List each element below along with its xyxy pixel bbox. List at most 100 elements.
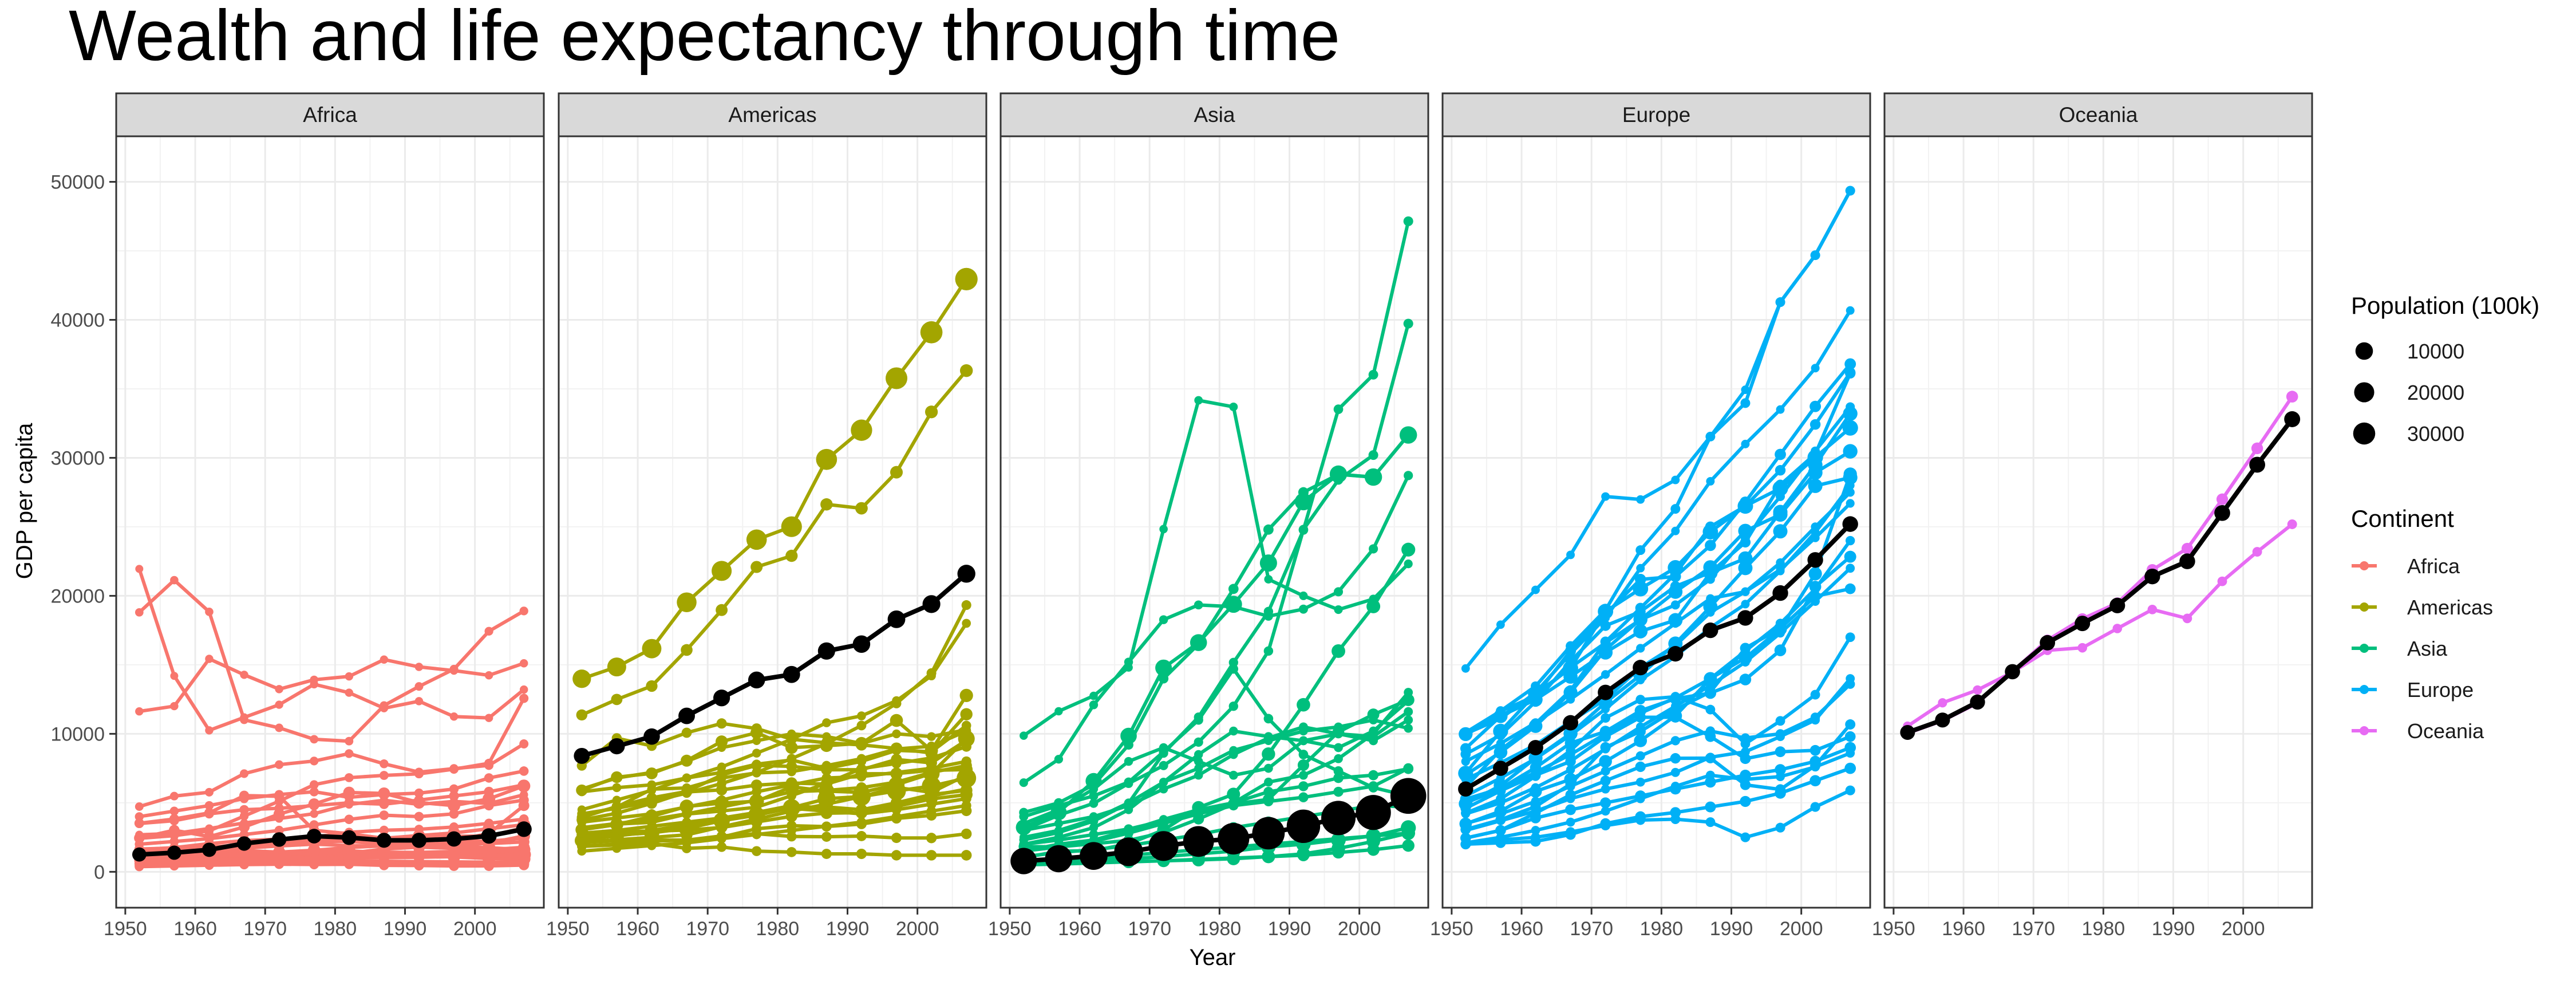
- country-point: [1775, 448, 1786, 460]
- country-point: [752, 748, 761, 758]
- plot-background: [1001, 136, 1428, 908]
- country-point: [1809, 744, 1821, 756]
- country-point: [484, 801, 494, 811]
- country-point: [1811, 597, 1820, 606]
- country-point: [752, 807, 761, 817]
- country-line: [139, 769, 524, 818]
- country-line: [1023, 766, 1409, 853]
- country-point: [1670, 753, 1681, 764]
- country-point: [1461, 664, 1470, 673]
- country-point: [927, 732, 936, 741]
- country-point: [484, 773, 494, 783]
- country-point: [1334, 722, 1343, 732]
- continent-average-point: [1493, 761, 1508, 776]
- facet-strip-label: Asia: [1194, 103, 1235, 127]
- country-point: [1600, 797, 1611, 809]
- continent-average-point: [1563, 715, 1578, 731]
- color-legend-title: Continent: [2351, 505, 2454, 532]
- country-point: [716, 718, 727, 729]
- continent-average-point: [1458, 781, 1473, 797]
- country-point: [1846, 748, 1855, 758]
- country-point: [1496, 816, 1506, 825]
- country-point: [1670, 767, 1680, 777]
- country-point: [1566, 765, 1575, 774]
- country-point: [2252, 547, 2262, 557]
- country-point: [1404, 723, 1413, 733]
- country-point: [1124, 798, 1133, 807]
- country-point: [1776, 732, 1785, 742]
- country-point: [1635, 751, 1645, 761]
- size-legend-keys: 10000 20000 30000: [2353, 340, 2464, 446]
- country-point: [1846, 564, 1855, 573]
- country-point: [1705, 704, 1716, 715]
- country-point: [1159, 525, 1168, 534]
- country-point: [717, 834, 726, 844]
- continent-average-point: [1900, 725, 1915, 740]
- country-point: [1089, 785, 1099, 794]
- continent-average-point: [341, 830, 357, 845]
- country-point: [135, 707, 144, 716]
- country-point: [716, 735, 728, 748]
- country-point: [135, 840, 144, 849]
- country-point: [1776, 772, 1785, 782]
- continent-average-point: [1935, 712, 1950, 728]
- country-point: [576, 709, 588, 721]
- size-legend-label: 20000: [2407, 381, 2464, 404]
- country-point: [1566, 641, 1575, 651]
- country-point: [343, 856, 354, 866]
- country-point: [962, 618, 971, 628]
- country-line: [581, 728, 967, 791]
- country-point: [612, 795, 622, 805]
- country-point: [1531, 754, 1540, 763]
- country-point: [1774, 644, 1787, 656]
- x-tick-label: 2000: [896, 918, 939, 940]
- facet-strip: [115, 92, 545, 137]
- country-point: [1366, 599, 1381, 613]
- country-line: [137, 568, 526, 732]
- country-point: [1635, 761, 1646, 773]
- country-point: [712, 561, 732, 581]
- country-point: [1054, 819, 1064, 828]
- country-point: [1333, 786, 1344, 797]
- continent-average-point: [609, 738, 625, 755]
- color-legend-point: [2360, 685, 2369, 694]
- country-line: [1465, 636, 1852, 815]
- country-point: [519, 739, 529, 748]
- country-point: [135, 608, 144, 617]
- continent-average-point: [2214, 505, 2230, 521]
- country-point: [518, 856, 530, 867]
- country-point: [239, 805, 249, 815]
- country-point: [1566, 731, 1575, 740]
- x-tick-label: 1950: [1872, 918, 1915, 940]
- country-point: [1333, 833, 1345, 845]
- country-point: [612, 803, 622, 813]
- x-tick-label: 1990: [384, 918, 427, 940]
- country-point: [310, 809, 319, 818]
- country-point: [1190, 634, 1207, 651]
- country-point: [1294, 492, 1313, 511]
- country-point: [414, 795, 424, 805]
- country-point: [344, 793, 354, 802]
- country-point: [856, 771, 867, 782]
- country-point: [786, 847, 797, 857]
- country-point: [1601, 704, 1610, 714]
- country-point: [1776, 558, 1785, 568]
- country-point: [1264, 575, 1273, 584]
- country-point: [1159, 785, 1168, 794]
- country-point: [1227, 852, 1240, 864]
- country-point: [787, 735, 796, 744]
- country-point: [752, 736, 761, 745]
- country-point: [681, 727, 692, 738]
- country-point: [1810, 584, 1820, 594]
- country-point: [1461, 819, 1471, 828]
- country-point: [2286, 391, 2298, 403]
- country-point: [1263, 796, 1274, 807]
- country-point: [926, 799, 937, 809]
- country-point: [1842, 420, 1858, 436]
- country-point: [1740, 537, 1751, 548]
- country-point: [309, 801, 319, 811]
- country-point: [2287, 519, 2297, 529]
- country-point: [1809, 419, 1821, 430]
- country-point: [1368, 781, 1378, 791]
- country-point: [890, 714, 903, 727]
